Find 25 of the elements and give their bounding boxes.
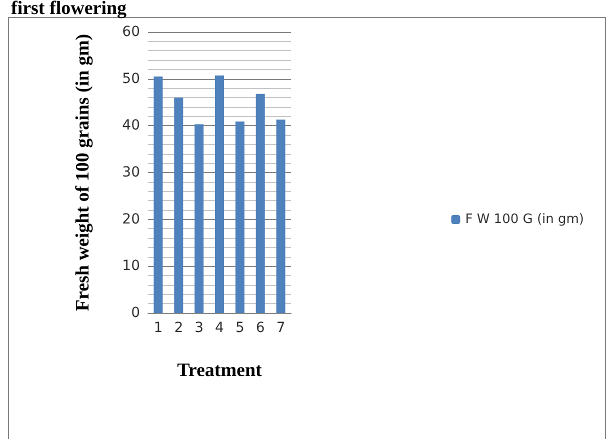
y-tick-label: 60 — [122, 24, 140, 40]
bar — [215, 76, 224, 313]
bar — [235, 121, 244, 313]
x-tick-label: 5 — [235, 320, 244, 336]
x-tick-label: 1 — [154, 320, 163, 336]
x-tick-label: 4 — [215, 320, 224, 336]
y-tick-label: 20 — [122, 211, 140, 228]
bar — [256, 94, 265, 313]
y-tick-label: 40 — [122, 118, 140, 134]
x-tick-label: 7 — [276, 320, 286, 336]
chart-title: first flowering — [11, 0, 128, 19]
bar — [174, 98, 184, 313]
x-tick-label: 6 — [256, 320, 265, 336]
bar — [154, 76, 163, 313]
y-tick-label: 30 — [122, 164, 140, 180]
y-tick-label: 50 — [122, 70, 140, 87]
bar — [276, 120, 286, 313]
legend-label: F W 100 G (in gm) — [465, 212, 584, 227]
y-tick-label: 0 — [131, 305, 140, 321]
bar — [194, 124, 204, 313]
x-tick-label: 3 — [194, 320, 204, 336]
x-axis-title: Treatment — [177, 360, 263, 381]
y-tick-label: 10 — [122, 258, 140, 274]
x-tick-label: 2 — [174, 320, 184, 336]
y-axis-title: Fresh weight of 100 grains (in gm) — [72, 34, 94, 312]
